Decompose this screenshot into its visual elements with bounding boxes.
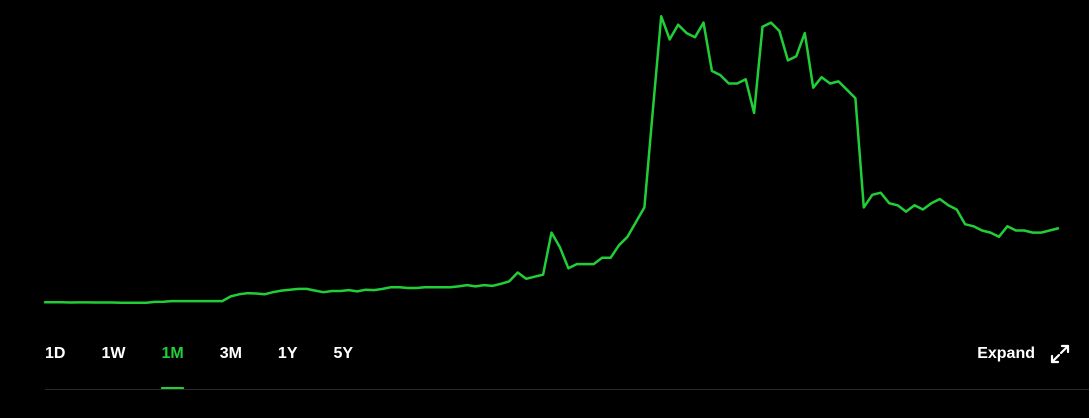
range-tab-1m[interactable]: 1M xyxy=(161,340,184,390)
divider xyxy=(45,389,1089,390)
range-tab-1w[interactable]: 1W xyxy=(101,345,126,362)
expand-button[interactable]: Expand xyxy=(977,340,1071,368)
time-range-selector: 1D 1W 1M 3M 1Y 5Y xyxy=(45,340,389,390)
range-tab-1y[interactable]: 1Y xyxy=(277,345,298,362)
expand-arrows-icon xyxy=(1050,344,1070,364)
range-tab-1d[interactable]: 1D xyxy=(45,345,66,362)
range-tab-3m[interactable]: 3M xyxy=(219,345,242,362)
price-chart[interactable] xyxy=(0,0,1089,320)
expand-label: Expand xyxy=(977,345,1035,362)
range-tab-5y[interactable]: 5Y xyxy=(333,345,354,362)
price-line-series-0 xyxy=(43,15,1060,304)
